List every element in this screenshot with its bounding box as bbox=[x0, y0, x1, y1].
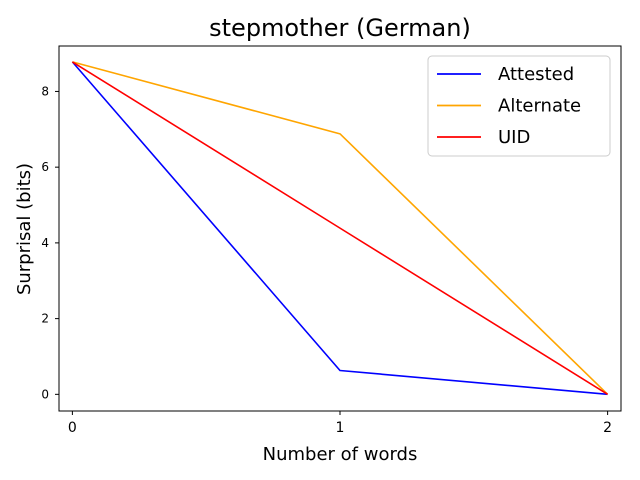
series-line-alternate bbox=[72, 61, 609, 395]
y-tick-label: 8 bbox=[41, 84, 49, 98]
y-axis-label: Surprisal (bits) bbox=[14, 163, 35, 295]
series-line-uid bbox=[71, 61, 609, 396]
x-tick-label: 1 bbox=[336, 420, 345, 436]
legend-box bbox=[427, 55, 611, 157]
legend: Attested Alternate UID bbox=[427, 55, 611, 157]
x-axis-label: Number of words bbox=[263, 444, 418, 465]
y-tick-label: 4 bbox=[41, 236, 49, 250]
x-tick-label: 0 bbox=[68, 420, 77, 436]
legend-label-alternate: Alternate bbox=[498, 96, 581, 117]
legend-label-uid: UID bbox=[498, 127, 530, 148]
y-tick-label: 6 bbox=[41, 160, 49, 174]
y-tick-label: 0 bbox=[41, 387, 49, 401]
series-line-attested bbox=[71, 61, 608, 396]
x-tick-label: 2 bbox=[603, 420, 612, 436]
y-tick-label: 2 bbox=[41, 312, 49, 326]
chart-title: stepmother (German) bbox=[209, 14, 471, 42]
legend-label-attested: Attested bbox=[498, 64, 574, 85]
